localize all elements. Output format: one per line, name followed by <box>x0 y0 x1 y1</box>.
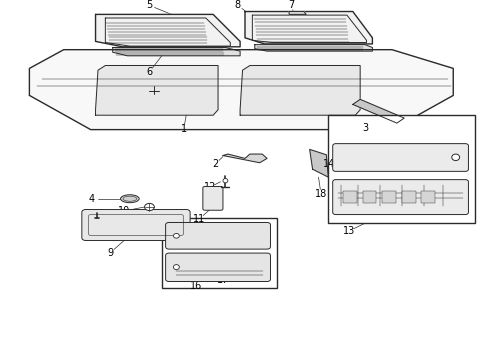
Polygon shape <box>96 66 218 115</box>
FancyBboxPatch shape <box>203 186 223 210</box>
Bar <box>363 191 376 203</box>
Polygon shape <box>223 154 267 163</box>
Text: 10: 10 <box>118 206 130 216</box>
Ellipse shape <box>173 234 179 238</box>
Text: 12: 12 <box>203 182 216 192</box>
Polygon shape <box>240 66 360 115</box>
Text: 4: 4 <box>89 194 95 204</box>
Bar <box>382 191 396 203</box>
Bar <box>328 115 475 223</box>
Polygon shape <box>245 12 372 44</box>
Text: 8: 8 <box>235 0 241 10</box>
Text: 1: 1 <box>181 124 187 134</box>
Ellipse shape <box>121 195 139 203</box>
Ellipse shape <box>452 154 460 161</box>
FancyBboxPatch shape <box>333 144 468 171</box>
Text: 2: 2 <box>213 159 219 169</box>
Text: 17: 17 <box>217 275 229 285</box>
Bar <box>162 218 277 288</box>
Text: 6: 6 <box>147 67 152 77</box>
Text: 13: 13 <box>343 226 355 236</box>
Bar <box>343 191 357 203</box>
Polygon shape <box>353 99 404 123</box>
Text: 15: 15 <box>405 159 418 169</box>
Text: 14: 14 <box>323 159 336 169</box>
FancyBboxPatch shape <box>333 180 468 215</box>
Text: 5: 5 <box>147 0 152 10</box>
Text: 11: 11 <box>193 214 206 224</box>
Bar <box>421 191 435 203</box>
Polygon shape <box>29 50 453 130</box>
FancyBboxPatch shape <box>166 253 270 282</box>
Text: 3: 3 <box>362 123 368 133</box>
Text: 16: 16 <box>190 281 202 291</box>
Polygon shape <box>113 48 240 56</box>
Ellipse shape <box>223 179 228 183</box>
Polygon shape <box>310 149 328 177</box>
Text: 7: 7 <box>289 0 294 10</box>
Text: 9: 9 <box>107 248 113 258</box>
Ellipse shape <box>145 203 154 211</box>
Polygon shape <box>289 12 306 14</box>
Bar <box>402 191 416 203</box>
Polygon shape <box>96 14 240 47</box>
Polygon shape <box>255 45 372 51</box>
Ellipse shape <box>173 265 179 270</box>
Text: 18: 18 <box>315 189 327 199</box>
FancyBboxPatch shape <box>82 210 190 240</box>
FancyBboxPatch shape <box>166 222 270 249</box>
